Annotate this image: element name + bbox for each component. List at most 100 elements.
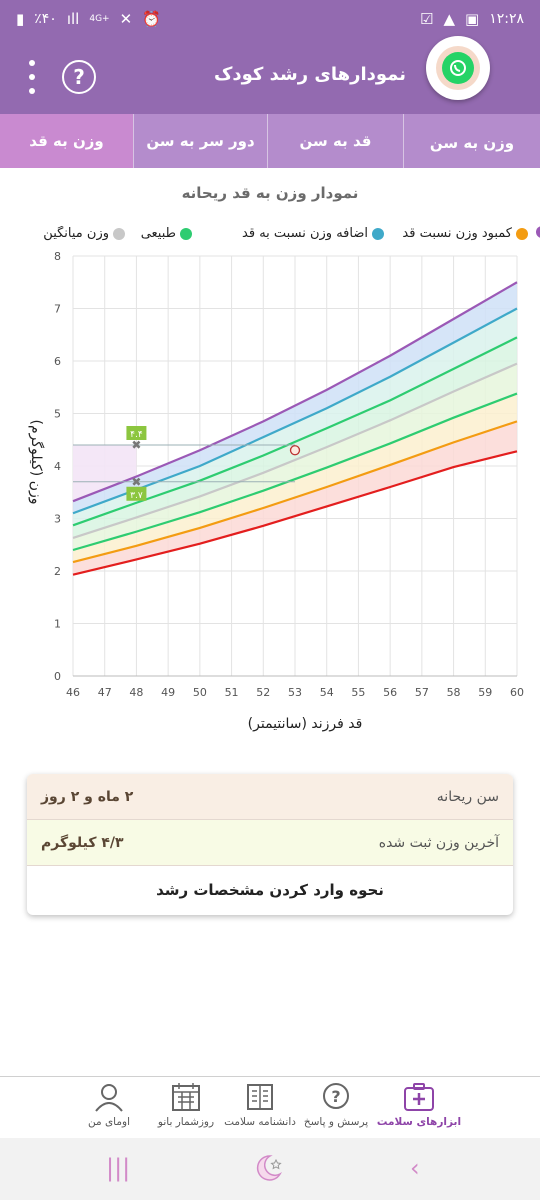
- weight-label: آخرین وزن ثبت شده: [378, 834, 499, 851]
- legend-item-underweight[interactable]: کمبود وزن نسبت قد: [402, 226, 528, 241]
- marker-x[interactable]: ✖: [131, 475, 141, 489]
- health-kit-icon: [404, 1083, 434, 1111]
- y-tick-label: 1: [54, 618, 61, 631]
- marker-label: ۴.۴: [130, 430, 143, 440]
- profile-icon: [95, 1084, 123, 1112]
- y-tick-label: 8: [54, 250, 61, 263]
- battery-level: ٪۴۰: [34, 11, 57, 27]
- tab-weight-for-height[interactable]: وزن به قد: [0, 114, 134, 168]
- whatsapp-button[interactable]: [426, 36, 490, 100]
- tab-height-for-age[interactable]: قد به سن: [268, 114, 404, 168]
- series-line[interactable]: [72, 362, 518, 539]
- nav-calendar[interactable]: روزشمار بانو: [152, 1081, 220, 1128]
- marker-label-box: [126, 486, 147, 501]
- help-button[interactable]: ?: [62, 60, 96, 94]
- band-area: [73, 393, 517, 563]
- x-tick-label: 51: [225, 686, 239, 699]
- nav-label: ابزارهای سلامت: [376, 1116, 462, 1128]
- x-tick-label: 56: [383, 686, 397, 699]
- x-tick-label: 52: [256, 686, 270, 699]
- nav-label: روزشمار بانو: [157, 1116, 215, 1128]
- tab-head-circumference-for-age[interactable]: دور سر به سن: [134, 114, 268, 168]
- legend-item-average[interactable]: وزن میانگین: [43, 226, 125, 241]
- legend-dot: [516, 227, 528, 240]
- y-tick-label: 2: [54, 565, 61, 578]
- growth-info-card: سن ریحانه ۲ ماه و ۲ روز آخرین وزن ثبت شد…: [27, 774, 513, 915]
- legend-dot: [536, 226, 540, 238]
- mute-icon: ✕: [119, 9, 133, 28]
- band-area: [73, 363, 517, 550]
- overweight-zone: [73, 445, 137, 502]
- tab-bar: وزن به قد دور سر به سن قد به سن وزن به س…: [0, 114, 540, 168]
- y-tick-label: 4: [54, 460, 61, 473]
- overflow-menu-icon[interactable]: [18, 60, 46, 94]
- x-tick-label: 53: [288, 686, 302, 699]
- series-line[interactable]: [72, 281, 518, 503]
- calendar-icon: [172, 1083, 200, 1111]
- x-tick-label: 54: [320, 686, 334, 699]
- legend-label: طبیعی: [140, 226, 176, 241]
- age-label: سن ریحانه: [436, 788, 499, 805]
- y-tick-label: 0: [54, 670, 61, 683]
- band-area: [73, 337, 517, 538]
- y-tick-label: 6: [54, 355, 61, 368]
- growth-guide-link[interactable]: نحوه وارد کردن مشخصات رشد: [156, 881, 384, 899]
- x-tick-label: 47: [98, 686, 112, 699]
- recent-apps-icon[interactable]: |||: [106, 1154, 131, 1182]
- y-tick-label: 3: [54, 513, 61, 526]
- gallery-icon: ▣: [465, 9, 480, 28]
- legend-item-overweight[interactable]: اضافه وزن نسبت به قد: [242, 226, 384, 241]
- clock: ۱۲:۲۸: [489, 11, 524, 27]
- series-line[interactable]: [72, 420, 518, 564]
- y-tick-label: 5: [54, 408, 61, 421]
- marker-label-box: [126, 426, 147, 440]
- legend-dot: [113, 227, 125, 240]
- back-icon[interactable]: ‹: [410, 1154, 420, 1182]
- x-tick-label: 58: [447, 686, 461, 699]
- nav-label: پرسش و پاسخ: [303, 1116, 369, 1128]
- signal-icon: ıll: [66, 9, 80, 28]
- weight-row: آخرین وزن ثبت شده ۴/۳ کیلوگرم: [27, 820, 513, 866]
- x-tick-label: 50: [193, 686, 207, 699]
- encyclopedia-icon: [247, 1084, 273, 1110]
- age-row: سن ریحانه ۲ ماه و ۲ روز: [27, 774, 513, 820]
- nav-encyclopedia[interactable]: دانشنامه سلامت: [222, 1081, 298, 1128]
- legend-label: کمبود وزن نسبت قد: [402, 226, 512, 241]
- x-tick-label: 46: [66, 686, 80, 699]
- series-line[interactable]: [72, 307, 518, 515]
- legend-label: وزن میانگین: [43, 226, 109, 241]
- y-axis-label: وزن (کیلوگرم): [28, 420, 45, 505]
- x-tick-label: 57: [415, 686, 429, 699]
- alarm-icon: ⏰: [142, 9, 161, 28]
- series-line[interactable]: [72, 336, 518, 527]
- y-tick-label: 7: [54, 303, 61, 316]
- nav-qa[interactable]: ? پرسش و پاسخ: [296, 1081, 376, 1128]
- weight-for-height-chart[interactable]: 46 47 48 49 50 51 52 53 54 55 56 57 58 59 60012345678✖…: [0, 248, 540, 738]
- series-line[interactable]: [72, 392, 518, 552]
- download-icon: ☑: [420, 9, 434, 28]
- battery-icon: ▮: [16, 9, 25, 28]
- chart-title: نمودار وزن به قد ریحانه: [181, 184, 359, 202]
- legend-item-normal[interactable]: طبیعی: [141, 226, 192, 241]
- x-axis-label: قد فرزند (سانتیمتر): [248, 716, 363, 732]
- x-tick-label: 55: [351, 686, 365, 699]
- band-area: [73, 282, 517, 514]
- nav-profile[interactable]: اومای من: [74, 1081, 144, 1128]
- band-area: [73, 308, 517, 526]
- legend-label: اضافه وزن نسبت به قد: [242, 226, 368, 241]
- home-moon-icon[interactable]: [250, 1150, 286, 1192]
- warning-icon: ▲: [443, 9, 456, 28]
- whatsapp-icon: [442, 52, 474, 84]
- weight-value: ۴/۳ کیلوگرم: [41, 834, 124, 851]
- legend-item-partial: [536, 226, 540, 238]
- network-type: 4G+: [89, 14, 110, 24]
- x-tick-label: 59: [478, 686, 492, 699]
- nav-health-tools[interactable]: ابزارهای سلامت: [376, 1081, 462, 1128]
- svg-text:?: ?: [331, 1087, 340, 1106]
- marker-x[interactable]: ✖: [131, 438, 141, 452]
- legend-dot: [180, 227, 192, 240]
- current-point[interactable]: [289, 445, 301, 456]
- tab-weight-for-age[interactable]: وزن به سن: [429, 134, 515, 152]
- series-line[interactable]: [72, 450, 518, 576]
- chart-legend: کمبود وزن نسبت قد اضافه وزن نسبت به قد ط…: [0, 226, 540, 246]
